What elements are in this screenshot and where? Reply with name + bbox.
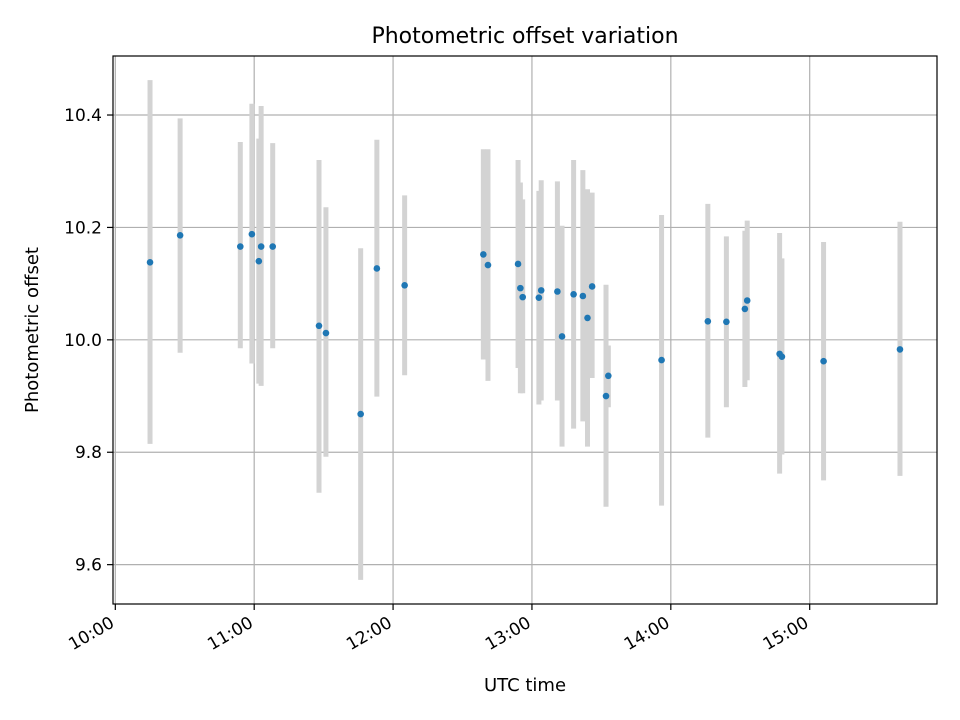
data-point bbox=[517, 284, 524, 292]
data-point bbox=[658, 356, 665, 364]
data-point bbox=[322, 329, 330, 337]
data-point bbox=[373, 265, 381, 272]
y-tick-label: 10.2 bbox=[64, 218, 102, 238]
x-axis-label: UTC time bbox=[484, 675, 566, 696]
data-point bbox=[588, 283, 596, 290]
y-tick-label: 9.6 bbox=[75, 556, 102, 576]
plot-frame bbox=[112, 55, 938, 605]
data-point bbox=[584, 314, 591, 322]
data-point bbox=[255, 257, 263, 265]
data-point bbox=[778, 353, 786, 360]
data-point bbox=[535, 294, 543, 301]
data-point bbox=[237, 243, 244, 250]
data-point bbox=[537, 287, 545, 294]
data-point bbox=[176, 231, 184, 239]
y-tick-label: 10.0 bbox=[64, 331, 102, 351]
data-point bbox=[519, 293, 526, 301]
data-point bbox=[146, 258, 154, 266]
data-point bbox=[315, 322, 323, 330]
data-point bbox=[484, 261, 492, 269]
y-axis: 9.6 9.8 10.0 10.2 10.4 bbox=[64, 106, 113, 576]
data-point bbox=[704, 317, 712, 325]
data-point bbox=[558, 333, 566, 340]
data-point bbox=[570, 291, 577, 298]
data-point bbox=[269, 243, 277, 250]
data-point bbox=[514, 260, 522, 268]
y-axis-label: Photometric offset bbox=[22, 247, 43, 413]
data-point bbox=[605, 372, 612, 380]
data-point bbox=[820, 357, 827, 365]
data-point bbox=[248, 230, 256, 238]
data-points bbox=[146, 230, 904, 418]
data-point bbox=[579, 292, 587, 300]
y-tick-label: 10.4 bbox=[64, 106, 102, 126]
data-point bbox=[554, 288, 561, 295]
data-point bbox=[602, 392, 610, 400]
grid bbox=[113, 56, 937, 604]
data-point bbox=[257, 243, 265, 250]
data-point bbox=[723, 318, 730, 326]
data-point bbox=[480, 251, 487, 258]
data-point bbox=[896, 346, 904, 353]
data-point bbox=[357, 410, 364, 418]
data-point bbox=[401, 282, 408, 289]
data-point bbox=[743, 297, 751, 304]
y-tick-label: 9.8 bbox=[75, 443, 102, 463]
data-point bbox=[741, 305, 749, 313]
chart-title: Photometric offset variation bbox=[371, 24, 678, 49]
